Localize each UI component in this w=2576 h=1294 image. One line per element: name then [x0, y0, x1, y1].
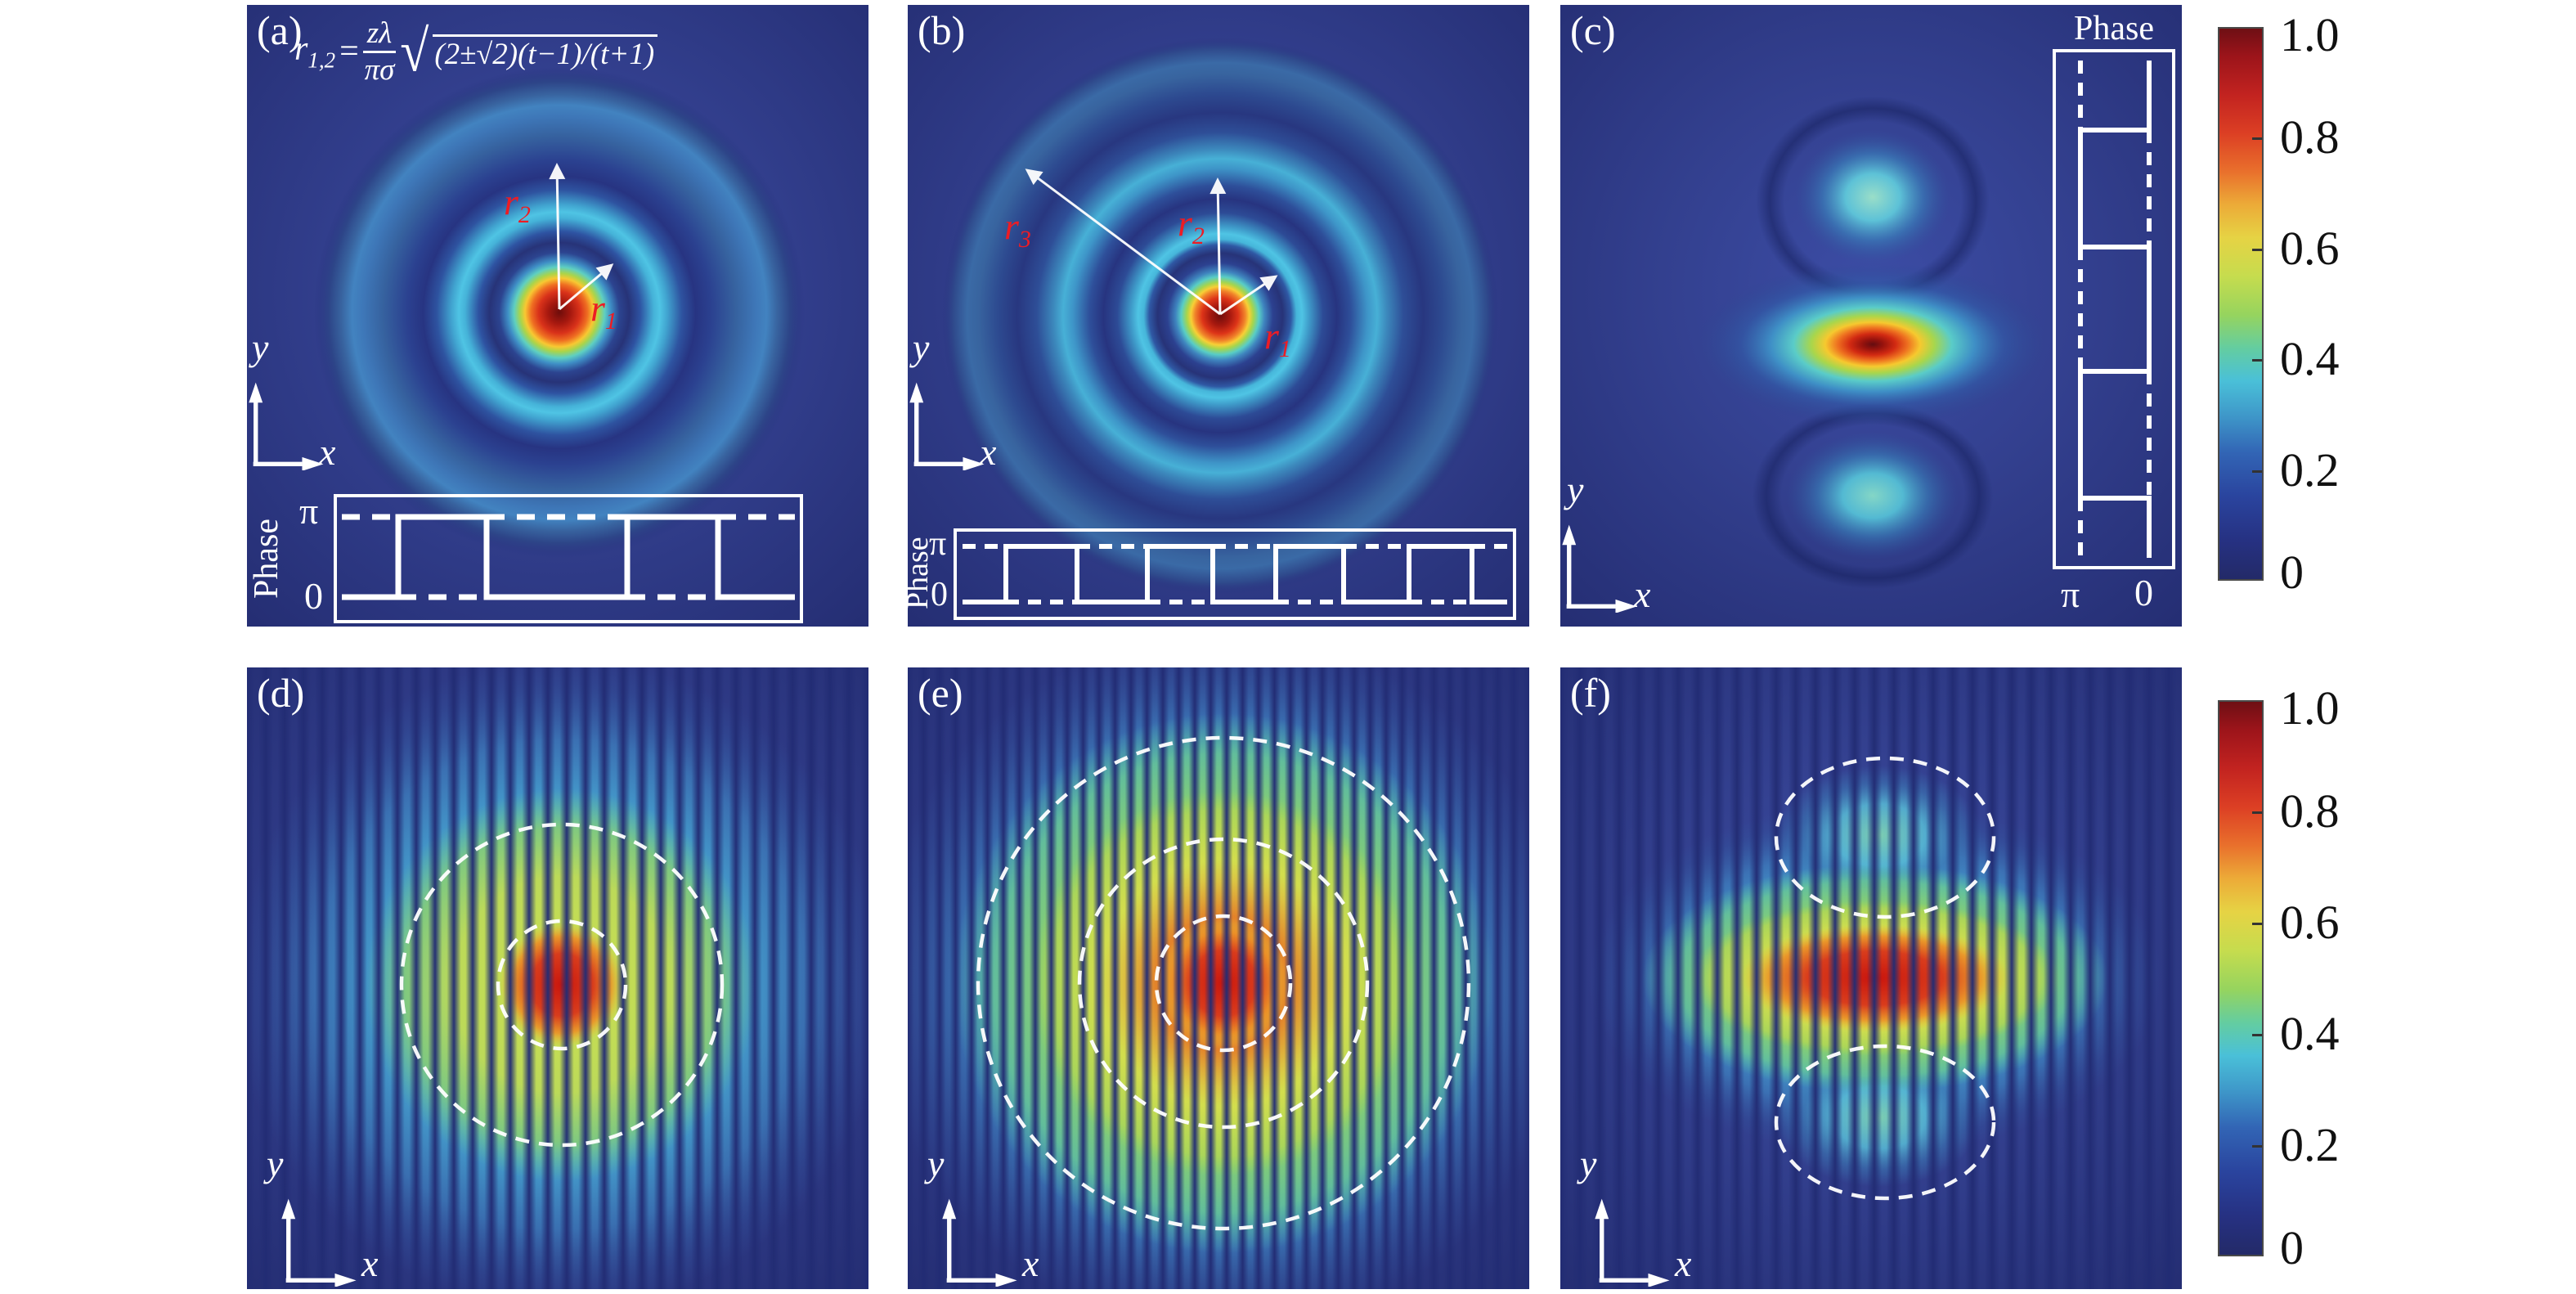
r2-arrow — [549, 163, 566, 310]
middle-dashed-circle — [1077, 837, 1370, 1130]
panel-e: (e) y x — [908, 667, 1529, 1289]
x-axis-label: x — [1022, 1242, 1039, 1284]
r2-label: r2 — [1178, 202, 1205, 250]
panel-tag-b: (b) — [918, 7, 966, 53]
phase-waveform-c — [2078, 61, 2152, 558]
panel-a: (a) r1,2 = zλ πσ √ (2± √ 2)(t−1)/(t+1) r2 r… — [247, 5, 868, 627]
panel-tag-e: (e) — [918, 670, 963, 716]
colorbar-tick-label: 0 — [2280, 545, 2304, 599]
colorbar-bottom-gradient — [2218, 700, 2264, 1256]
colorbar-tick-label: 0.4 — [2280, 332, 2340, 386]
formula-r12: r1,2 = zλ πσ √ (2± √ 2)(t−1)/(t+1) — [294, 16, 658, 88]
heatmap-f — [1560, 667, 2182, 1289]
phase-inset-b — [954, 528, 1516, 620]
upper-dashed-ellipse — [1774, 756, 1996, 919]
heatmap-e — [908, 667, 1529, 1289]
outer-dashed-circle — [976, 735, 1471, 1231]
y-axis-label: y — [1580, 1143, 1597, 1184]
x-axis-label: x — [1634, 573, 1651, 615]
colorbar-tick-label: 0.2 — [2280, 443, 2340, 496]
colorbar-tick-label: 0.6 — [2280, 221, 2340, 275]
phase-tick-zero: 0 — [2134, 572, 2153, 613]
panel-tag-c: (c) — [1570, 7, 1616, 53]
phase-tick-pi: π — [299, 490, 319, 532]
x-axis-label: x — [980, 431, 997, 473]
phase-inset-title: Phase — [248, 519, 285, 599]
phase-inset-a — [334, 494, 803, 623]
colorbar-tick-label: 0.8 — [2280, 784, 2340, 838]
r3-arrow — [1025, 168, 1221, 316]
phase-tick-pi: π — [929, 525, 947, 563]
r1-arrow — [1219, 275, 1278, 316]
colorbar-tick-label: 0 — [2280, 1220, 2304, 1274]
y-axis-label: y — [927, 1143, 945, 1184]
xy-axes-icon — [940, 1193, 1034, 1287]
colorbar-tick-label: 0.4 — [2280, 1007, 2340, 1060]
heatmap-a — [247, 5, 868, 627]
phase-tick-zero: 0 — [931, 576, 948, 613]
colorbar-tick-label: 0.8 — [2280, 110, 2340, 164]
colorbar-tick-mark — [2252, 811, 2262, 814]
lower-dashed-ellipse — [1774, 1044, 1996, 1201]
r1-arrow — [559, 263, 614, 311]
r1-label: r1 — [1264, 315, 1291, 363]
inner-dashed-circle — [1154, 914, 1293, 1053]
colorbar-tick-label: 0.2 — [2280, 1118, 2340, 1171]
phase-waveform-a — [342, 514, 795, 600]
x-axis-label: x — [319, 431, 336, 473]
panel-b: (b) r3 r2 r1 y x Phase π 0 — [908, 5, 1529, 627]
heatmap-d — [247, 667, 868, 1289]
panel-d: (d) y x — [247, 667, 868, 1289]
y-axis-label: y — [913, 326, 930, 368]
colorbar-tick-label: 1.0 — [2280, 8, 2340, 62]
x-axis-label: x — [1675, 1242, 1692, 1284]
inner-dashed-circle — [496, 919, 628, 1051]
colorbar-tick-label: 1.0 — [2280, 681, 2340, 735]
panel-tag-a: (a) — [257, 7, 303, 53]
colorbar-tick-mark — [2252, 248, 2262, 251]
xy-axes-icon — [1593, 1193, 1687, 1287]
colorbar-tick-mark — [2252, 923, 2262, 925]
x-axis-label: x — [361, 1242, 379, 1284]
colorbar-bottom: 1.0 0.8 0.6 0.4 0.2 0 — [2218, 685, 2394, 1271]
outer-dashed-circle — [399, 822, 725, 1148]
colorbar-tick-mark — [2252, 1034, 2262, 1036]
phase-tick-zero: 0 — [304, 575, 323, 617]
radical-icon: √ — [400, 18, 429, 83]
colorbar-top: 1.0 0.8 0.6 0.4 0.2 0 — [2218, 11, 2394, 595]
y-axis-label: y — [1567, 469, 1584, 510]
inner-radical-icon: √ — [476, 38, 493, 71]
r1-label: r1 — [590, 287, 617, 335]
xy-axes-icon — [280, 1193, 374, 1287]
phase-tick-pi: π — [2061, 573, 2080, 615]
phase-inset-c — [2053, 49, 2175, 569]
phase-waveform-b — [963, 544, 1507, 604]
r2-label: r2 — [504, 181, 531, 229]
panel-tag-d: (d) — [257, 670, 305, 716]
phase-inset-title: Phase — [2074, 10, 2154, 47]
colorbar-tick-label: 0.6 — [2280, 896, 2340, 949]
panel-f: (f) y x — [1560, 667, 2182, 1289]
r2-arrow — [1209, 177, 1227, 315]
panel-c: (c) y x Phase π 0 — [1560, 5, 2182, 627]
heatmap-b — [908, 5, 1529, 627]
y-axis-label: y — [267, 1143, 284, 1184]
y-axis-label: y — [252, 326, 269, 368]
colorbar-top-gradient — [2218, 27, 2264, 581]
colorbar-tick-mark — [2252, 470, 2262, 473]
panel-tag-f: (f) — [1570, 670, 1611, 716]
colorbar-tick-mark — [2252, 137, 2262, 141]
r3-label: r3 — [1004, 205, 1031, 254]
colorbar-tick-mark — [2252, 359, 2262, 362]
colorbar-tick-mark — [2252, 1145, 2262, 1148]
